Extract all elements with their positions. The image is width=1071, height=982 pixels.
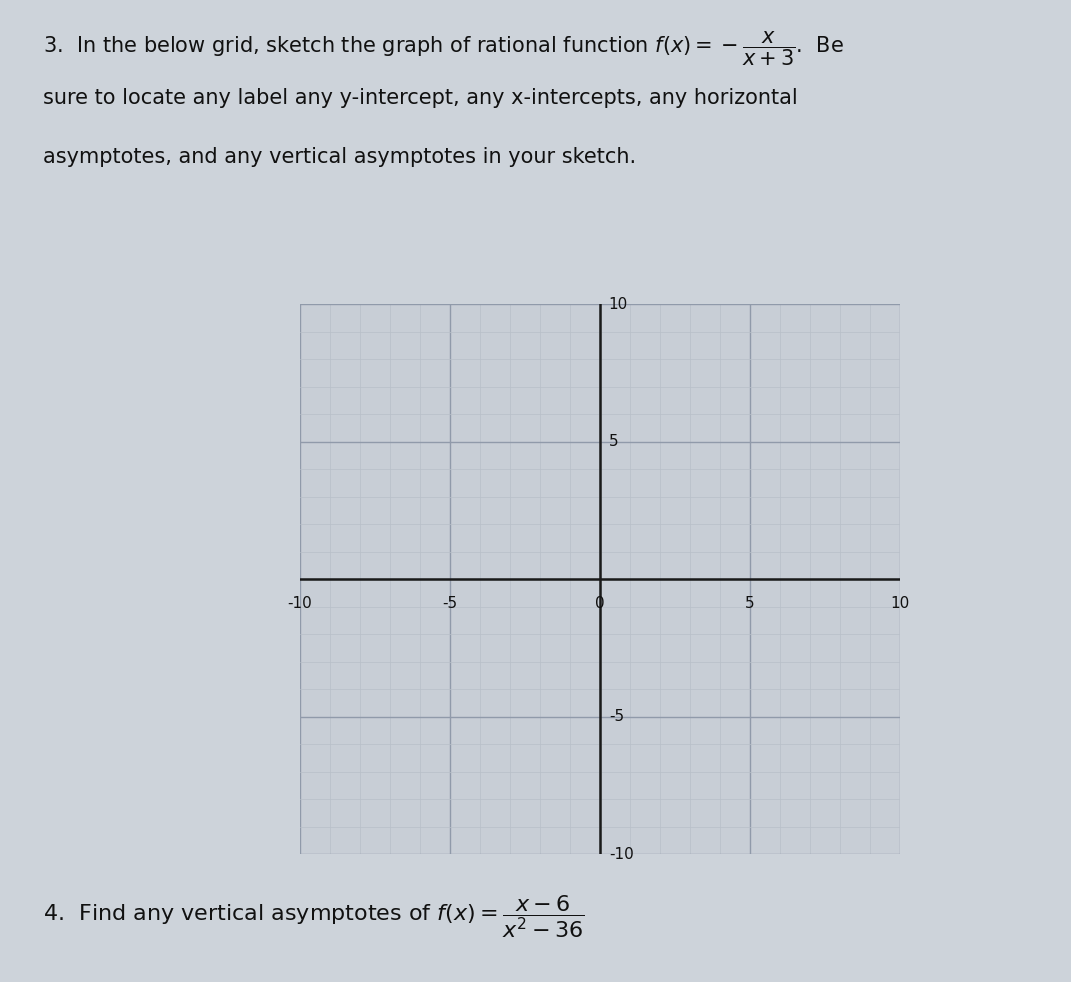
Text: 5: 5 [608,434,618,450]
Text: 10: 10 [608,297,628,312]
Text: 4.  Find any vertical asymptotes of $f(x) = \dfrac{x-6}{x^2-36}$: 4. Find any vertical asymptotes of $f(x)… [43,894,585,940]
Text: 5: 5 [745,596,754,611]
Text: asymptotes, and any vertical asymptotes in your sketch.: asymptotes, and any vertical asymptotes … [43,147,636,167]
Text: sure to locate any label any y-intercept, any x-intercepts, any horizontal: sure to locate any label any y-intercept… [43,88,798,108]
Text: -10: -10 [608,846,634,862]
Text: 0: 0 [595,596,604,611]
Text: 10: 10 [890,596,909,611]
Text: 3.  In the below grid, sketch the graph of rational function $f(x) = -\dfrac{x}{: 3. In the below grid, sketch the graph o… [43,29,844,68]
Text: -5: -5 [608,709,624,725]
Text: -5: -5 [442,596,457,611]
Text: -10: -10 [287,596,313,611]
